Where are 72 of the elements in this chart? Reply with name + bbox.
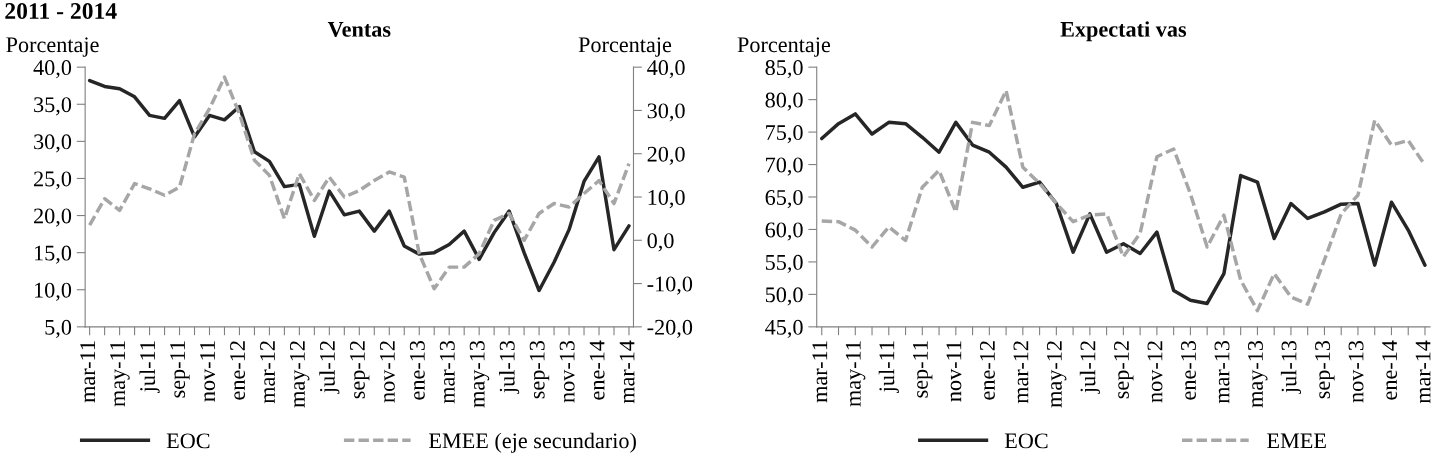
y-tick-label: 60,0 [765,222,803,241]
y2-tick-label: -10,0 [647,276,693,295]
y-axis-title: Porcentaje [6,37,99,57]
y-tick-label: 70,0 [766,157,803,176]
y-tick-label: 10,0 [35,282,72,301]
legend-label: EMEE [1267,433,1326,449]
x-tick-label: nov-12 [379,341,395,403]
y-tick-label: 20,0 [34,208,72,227]
x-tick-label: ene-13 [409,340,425,400]
y-tick-label: 75,0 [766,125,803,144]
x-tick-label: jul-12 [1079,341,1100,394]
y-tick-label: 85,0 [765,60,803,79]
x-tick-label: sep-13 [529,340,550,399]
y-tick-label: 45,0 [765,319,803,338]
x-tick-label: ene-14 [1382,340,1398,400]
x-tick-label: nov-11 [200,341,216,402]
x-tick-label: jul-13 [499,340,520,394]
y2-tick-label: 30,0 [647,103,685,122]
x-tick-label: jul-11 [139,341,160,393]
chart-title: Ventas [327,22,391,37]
y-tick-label: 15,0 [35,245,72,264]
y2-tick-label: 20,0 [647,146,685,165]
x-tick-label: ene-14 [589,340,605,400]
x-tick-label: nov-13 [559,340,575,403]
x-tick-label: ene-13 [1181,340,1196,400]
x-tick-label: jul-13 [1280,340,1302,394]
x-tick-label: mar-13 [439,340,455,404]
chart-title: Expectati vas [1060,21,1187,42]
y2-tick-label: 10,0 [648,189,685,209]
x-tick-label: sep-13 [1315,340,1335,399]
x-tick-label: may-11 [845,341,866,407]
x-tick-label: mar-13 [1214,340,1230,404]
text: 2011 - 2014 [5,3,117,19]
y-tick-label: 40,0 [33,60,72,79]
x-tick-label: mar-11 [80,341,96,403]
x-tick-label: may-12 [1046,341,1067,408]
x-tick-label: nov-13 [1348,340,1364,403]
y-tick-label: 55,0 [765,254,803,274]
y2-axis-title: Porcentaje [578,37,672,57]
x-tick-label: jul-12 [319,341,340,394]
y-tick-label: 35,0 [34,97,72,116]
x-tick-label: may-13 [469,340,490,408]
y-tick-label: 80,0 [765,92,803,111]
y-tick-label: 65,0 [765,189,803,209]
y-tick-label: 50,0 [765,287,803,306]
x-tick-label: may-13 [1247,340,1268,408]
x-tick-label: nov-12 [1147,341,1163,403]
x-tick-label: sep-11 [912,341,933,398]
x-tick-label: mar-12 [1013,341,1029,404]
legend-label: EOC [166,433,210,449]
x-tick-label: mar-14 [619,340,635,404]
y-tick-label: 25,0 [34,171,72,190]
x-tick-label: may-12 [289,341,310,408]
y-axis-title: Porcentaje [737,37,831,57]
y-tick-label: 30,0 [34,134,72,153]
x-tick-label: nov-11 [946,341,962,402]
x-tick-label: sep-12 [349,341,370,399]
y2-tick-label: 40,0 [647,60,685,79]
x-tick-label: mar-11 [812,341,828,403]
x-tick-label: sep-11 [170,341,190,398]
legend-label: EMEE (eje secundario) [429,432,636,453]
y-tick-label: 5,0 [45,319,72,338]
x-tick-label: ene-12 [979,341,995,400]
legend-label: EOC [1004,433,1048,449]
x-tick-label: mar-14 [1415,340,1431,404]
x-tick-label: jul-11 [878,341,899,393]
x-tick-label: sep-12 [1114,341,1134,399]
x-tick-label: may-11 [110,341,130,407]
x-tick-label: ene-12 [230,341,246,400]
y2-tick-label: -20,0 [647,319,693,338]
y2-tick-label: 0,0 [647,233,674,252]
x-tick-label: mar-12 [260,341,275,404]
